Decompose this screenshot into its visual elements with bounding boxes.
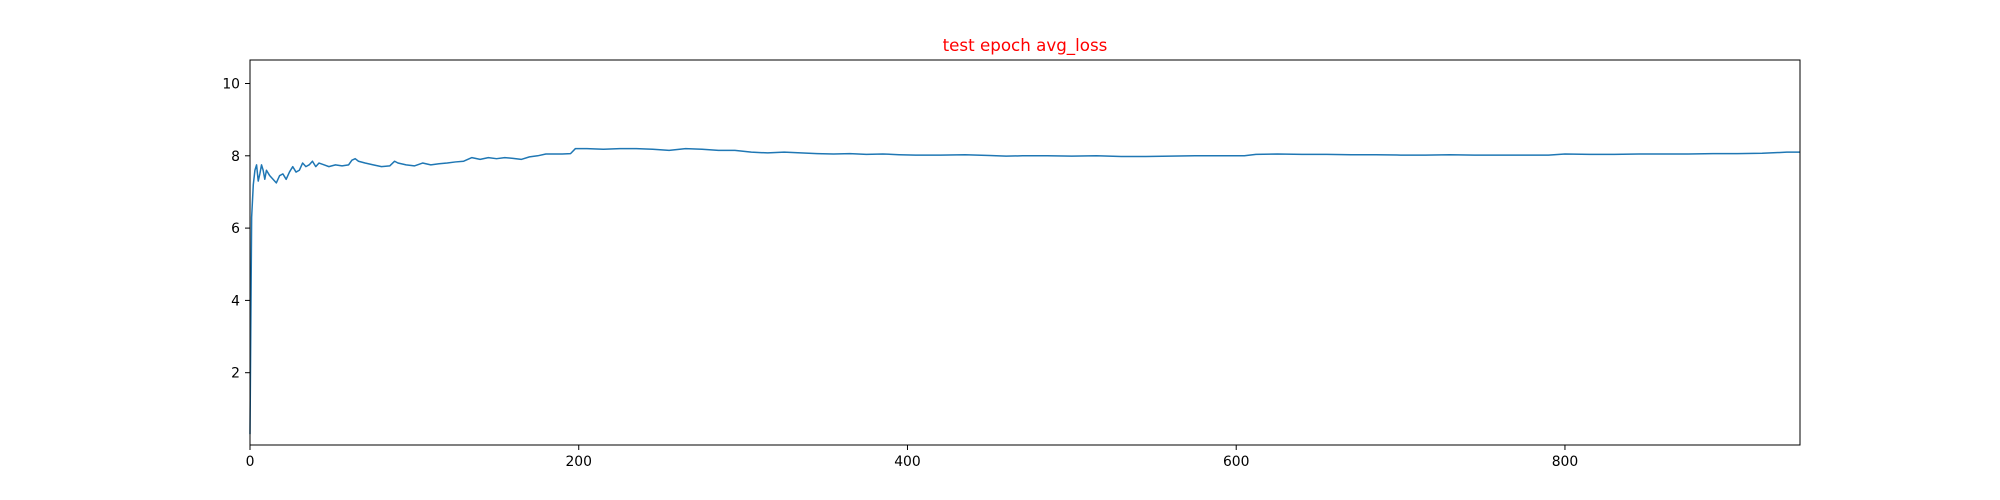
x-tick-label: 800 xyxy=(1552,454,1579,470)
y-tick-label: 10 xyxy=(222,76,240,92)
x-tick-label: 400 xyxy=(894,454,921,470)
x-axis: 0 200 400 600 800 xyxy=(246,445,1579,470)
series-layer xyxy=(249,147,1800,435)
x-tick-label: 200 xyxy=(565,454,592,470)
y-tick-label: 2 xyxy=(231,366,240,382)
x-tick-label: 600 xyxy=(1223,454,1250,470)
chart-title: test epoch avg_loss xyxy=(943,35,1108,56)
plot-frame xyxy=(249,59,1801,446)
y-tick-label: 4 xyxy=(231,293,240,309)
y-axis: 2 4 6 8 10 xyxy=(222,76,250,382)
x-tick-label: 0 xyxy=(246,454,255,470)
series-line-0 xyxy=(249,147,1800,435)
y-tick-label: 8 xyxy=(231,149,240,165)
y-tick-label: 6 xyxy=(231,221,240,237)
